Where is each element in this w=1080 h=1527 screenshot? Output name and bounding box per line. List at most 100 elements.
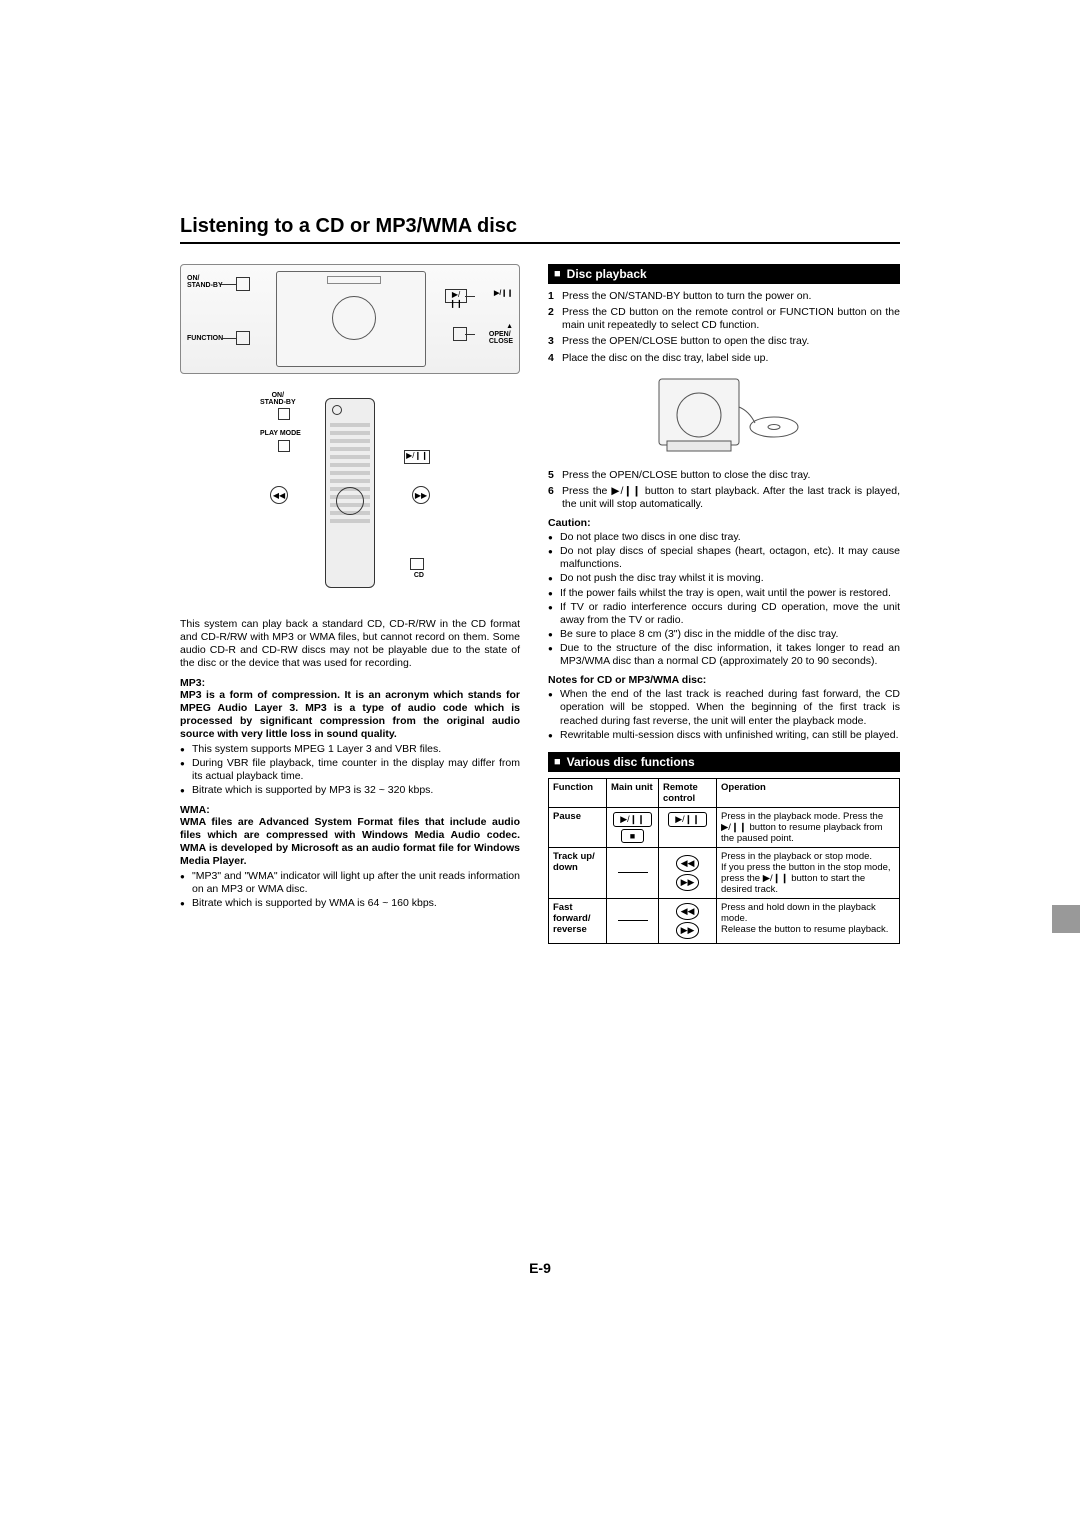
label-function: FUNCTION: [187, 335, 223, 342]
col-main-unit: Main unit: [607, 778, 659, 807]
step-item: Press the OPEN/CLOSE button to close the…: [548, 469, 900, 482]
label-playpause: ▶/❙❙: [494, 289, 513, 297]
step-item: Place the disc on the disc tray, label s…: [548, 352, 900, 365]
mp3-bullets: This system supports MPEG 1 Layer 3 and …: [180, 743, 520, 798]
table-row: Fast forward/ reverse ◀◀ ▶▶ Press and hol…: [549, 898, 900, 943]
step-item: Press the CD button on the remote contro…: [548, 306, 900, 332]
button-box-icon: [236, 331, 250, 345]
wma-description: WMA files are Advanced System Format fil…: [180, 816, 520, 869]
play-pause-icon: ▶/❙❙: [613, 812, 652, 827]
callout-box-icon: [278, 408, 290, 420]
callout-box-icon: [278, 440, 290, 452]
wma-heading: WMA:: [180, 804, 520, 816]
caution-bullets: Do not place two discs in one disc tray.…: [548, 531, 900, 668]
table-row: Track up/ down ◀◀ ▶▶ Press in the playbac…: [549, 847, 900, 898]
functions-table: Function Main unit Remote control Operat…: [548, 778, 900, 944]
mp3-description: MP3 is a form of compression. It is an a…: [180, 689, 520, 742]
cell-operation: Press and hold down in the playback mode…: [717, 898, 900, 943]
cell-operation: Press in the playback mode. Press the ▶/…: [717, 807, 900, 847]
cell-operation: Press in the playback or stop mode. If y…: [717, 847, 900, 898]
various-functions-heading: Various disc functions: [548, 752, 900, 772]
label-play-mode: PLAY MODE: [260, 430, 301, 437]
playback-steps-a: Press the ON/STAND-BY button to turn the…: [548, 290, 900, 365]
leader-line-icon: [465, 334, 475, 335]
list-item: Due to the structure of the disc informa…: [548, 642, 900, 668]
fast-forward-icon: ▶▶: [676, 922, 700, 939]
cell-main-unit: [607, 847, 659, 898]
label-eject-icon: ▲: [506, 323, 513, 330]
left-column: ON/ STAND-BY FUNCTION ▶/❙❙ ▶/❙❙ ▲ OPEN/: [180, 264, 520, 944]
two-column-layout: ON/ STAND-BY FUNCTION ▶/❙❙ ▶/❙❙ ▲ OPEN/: [180, 264, 900, 944]
callout-box-icon: [410, 558, 424, 570]
notes-heading: Notes for CD or MP3/WMA disc:: [548, 674, 900, 686]
label-cd: CD: [414, 572, 424, 579]
col-operation: Operation: [717, 778, 900, 807]
cell-function: Fast forward/ reverse: [549, 898, 607, 943]
list-item: If TV or radio interference occurs durin…: [548, 601, 900, 627]
leader-line-icon: [221, 338, 236, 339]
disc-playback-heading: Disc playback: [548, 264, 900, 284]
wma-bullets: "MP3" and "WMA" indicator will light up …: [180, 870, 520, 910]
side-tab-marker: [1052, 905, 1080, 933]
col-function: Function: [549, 778, 607, 807]
list-item: If the power fails whilst the tray is op…: [548, 587, 900, 600]
power-icon: [332, 405, 342, 415]
notes-bullets: When the end of the last track is reache…: [548, 688, 900, 742]
page-number: E-9: [0, 1260, 1080, 1276]
cell-main-unit: ▶/❙❙ ■: [607, 807, 659, 847]
prev-track-icon: ◀◀: [270, 486, 288, 504]
list-item: When the end of the last track is reache…: [548, 688, 900, 727]
next-track-icon: ▶▶: [676, 874, 700, 891]
playback-steps-b: Press the OPEN/CLOSE button to close the…: [548, 469, 900, 511]
list-item: Do not play discs of special shapes (hea…: [548, 545, 900, 571]
cell-remote: ▶/❙❙: [659, 807, 717, 847]
intro-paragraph: This system can play back a standard CD,…: [180, 618, 520, 671]
list-item: "MP3" and "WMA" indicator will light up …: [180, 870, 520, 896]
list-item: Be sure to place 8 cm (3") disc in the m…: [548, 628, 900, 641]
play-pause-button-icon: ▶/❙❙: [445, 289, 467, 303]
play-pause-icon: ▶/❙❙: [668, 812, 707, 827]
disc-insert-illustration: [639, 371, 809, 461]
section-title: Disc playback: [567, 267, 647, 281]
next-track-icon: ▶▶: [412, 486, 430, 504]
main-unit-diagram: ON/ STAND-BY FUNCTION ▶/❙❙ ▶/❙❙ ▲ OPEN/: [180, 264, 520, 374]
list-item: Bitrate which is supported by MP3 is 32 …: [180, 784, 520, 797]
button-box-icon: [236, 277, 250, 291]
unit-body-icon: [276, 271, 426, 367]
prev-track-icon: ◀◀: [676, 855, 700, 872]
list-item: Do not place two discs in one disc tray.: [548, 531, 900, 544]
table-header-row: Function Main unit Remote control Operat…: [549, 778, 900, 807]
leader-line-icon: [221, 284, 236, 285]
list-item: During VBR file playback, time counter i…: [180, 757, 520, 783]
col-remote: Remote control: [659, 778, 717, 807]
rewind-icon: ◀◀: [676, 903, 700, 920]
caution-heading: Caution:: [548, 517, 900, 529]
dash-icon: [618, 920, 648, 921]
list-item: Rewritable multi-session discs with unfi…: [548, 729, 900, 742]
table-row: Pause ▶/❙❙ ■ ▶/❙❙ Press in the playback …: [549, 807, 900, 847]
page-title: Listening to a CD or MP3/WMA disc: [180, 215, 900, 244]
list-item: Bitrate which is supported by WMA is 64 …: [180, 897, 520, 910]
label-on-standby: ON/ STAND-BY: [187, 275, 223, 289]
label-on-standby: ON/ STAND-BY: [260, 392, 296, 406]
cd-tray-icon: [332, 296, 376, 340]
section-title: Various disc functions: [567, 755, 695, 769]
cell-function: Pause: [549, 807, 607, 847]
step-item: Press the ▶/❙❙ button to start playback.…: [548, 485, 900, 511]
display-icon: [327, 276, 381, 284]
right-column: Disc playback Press the ON/STAND-BY butt…: [548, 264, 900, 944]
remote-diagram: ON/ STAND-BY PLAY MODE ▶/❙❙ ◀◀ ▶▶ CD: [240, 390, 460, 600]
dash-icon: [618, 872, 648, 873]
cell-function: Track up/ down: [549, 847, 607, 898]
label-open-close: OPEN/ CLOSE: [489, 331, 513, 345]
cell-main-unit: [607, 898, 659, 943]
nav-ring-icon: [336, 487, 364, 515]
list-item: This system supports MPEG 1 Layer 3 and …: [180, 743, 520, 756]
play-pause-icon: ▶/❙❙: [404, 450, 430, 464]
cell-remote: ◀◀ ▶▶: [659, 847, 717, 898]
stop-icon: ■: [621, 829, 644, 843]
step-item: Press the ON/STAND-BY button to turn the…: [548, 290, 900, 303]
list-item: Do not push the disc tray whilst it is m…: [548, 572, 900, 585]
leader-line-icon: [465, 296, 475, 297]
step-item: Press the OPEN/CLOSE button to open the …: [548, 335, 900, 348]
